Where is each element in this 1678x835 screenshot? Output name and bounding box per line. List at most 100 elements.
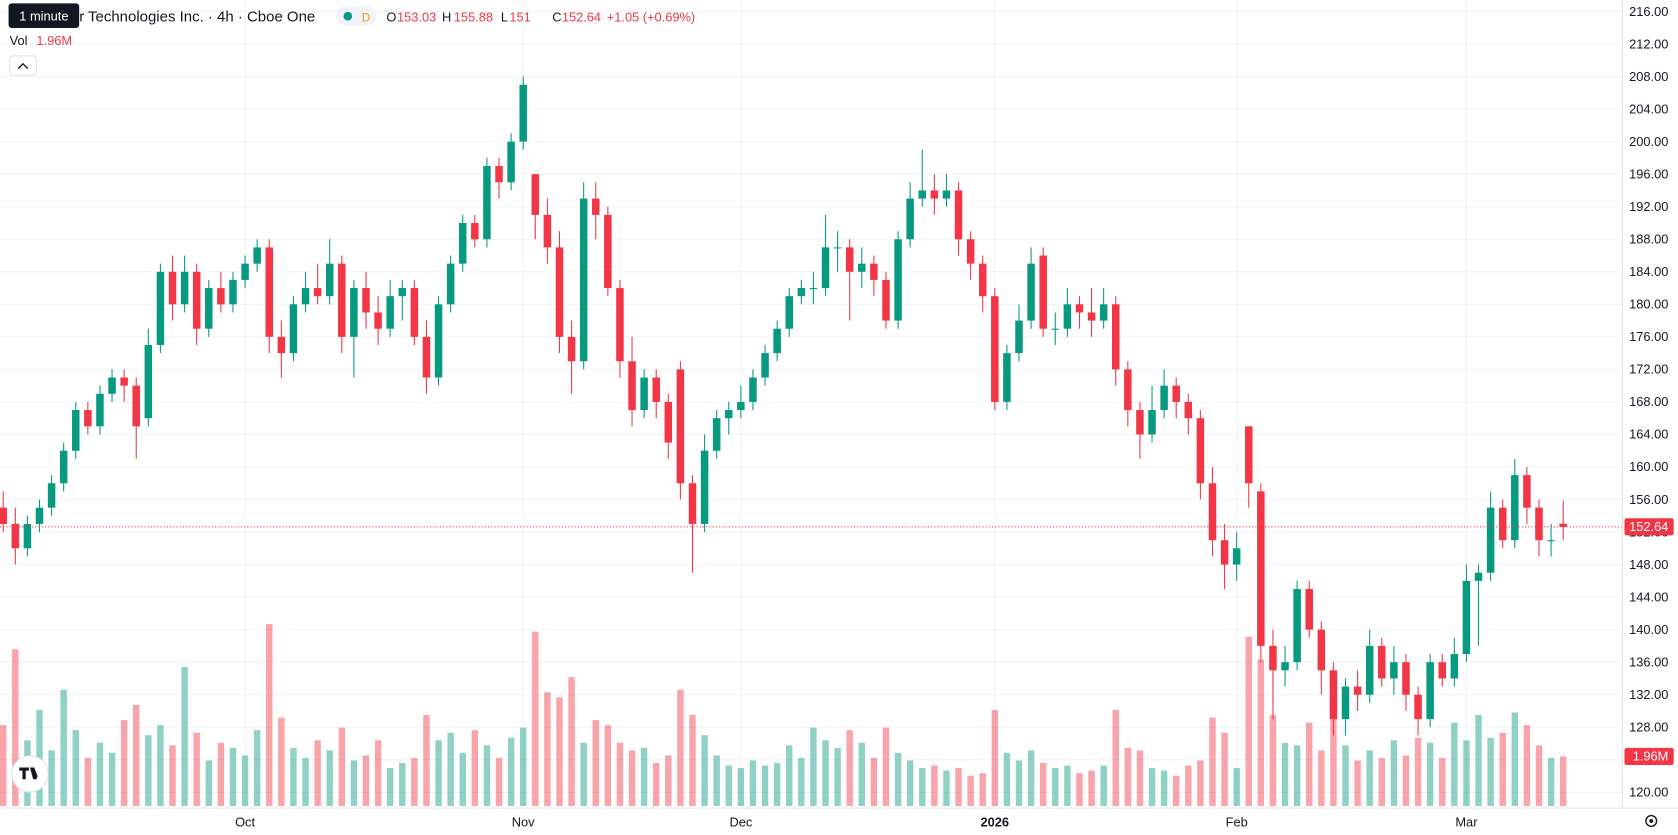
- volume-bar: [1414, 737, 1422, 806]
- candle-body: [495, 166, 503, 183]
- candle-body: [1160, 385, 1168, 411]
- volume-bar: [1535, 745, 1543, 806]
- volume-bar: [1330, 707, 1337, 806]
- logo[interactable]: [11, 755, 49, 793]
- candle-body: [96, 393, 104, 427]
- candle-body: [59, 450, 68, 484]
- volume-bar: [556, 697, 563, 806]
- volume-bar: [822, 740, 829, 806]
- volume-bar: [411, 757, 418, 806]
- candle-body: [156, 271, 165, 345]
- volume-bar: [169, 745, 176, 806]
- volume-bar: [72, 730, 79, 806]
- volume-bar: [157, 725, 164, 806]
- candle-body: [773, 328, 781, 354]
- y-tick-label: 144.00: [1629, 589, 1668, 604]
- candle-body: [120, 377, 128, 386]
- volume-bar: [326, 750, 333, 806]
- candle-body: [410, 288, 419, 337]
- candle-body: [712, 418, 721, 451]
- volume-bar: [931, 765, 938, 806]
- volume-bar: [1306, 722, 1313, 806]
- symbol-title[interactable]: r Technologies Inc. · 4h · Cboe One: [79, 9, 315, 26]
- candle-body: [954, 190, 963, 240]
- volume-bar: [1390, 740, 1398, 806]
- candle-body: [519, 84, 527, 142]
- candle-body: [1414, 694, 1422, 720]
- volume-bar: [1003, 752, 1011, 806]
- candle-body: [446, 263, 455, 305]
- candle-body: [1365, 645, 1374, 695]
- candle-body: [1172, 385, 1180, 402]
- candle-body: [531, 174, 540, 215]
- volume-bar: [713, 755, 720, 806]
- candle-body: [1075, 304, 1084, 313]
- y-tick-label: 188.00: [1629, 232, 1668, 247]
- x-tick-label: Oct: [235, 814, 255, 829]
- volume-bar: [1160, 770, 1168, 806]
- volume-bar: [1293, 745, 1301, 806]
- candle-body: [168, 271, 177, 305]
- settings-icon-dot: [1649, 819, 1654, 823]
- candle-body: [1450, 654, 1459, 679]
- candle-body: [604, 214, 612, 289]
- ohlc-label: H: [442, 10, 451, 25]
- volume-bar: [519, 727, 527, 806]
- volume-bar: [786, 745, 793, 806]
- volume-bar: [1354, 760, 1361, 806]
- candle-body: [325, 263, 334, 297]
- volume-label: Vol: [10, 33, 28, 48]
- volume-bar: [495, 757, 503, 806]
- volume-bar: [991, 709, 999, 806]
- candle-body: [362, 288, 370, 313]
- volume-bar: [374, 740, 382, 806]
- y-tick-label: 172.00: [1629, 362, 1668, 377]
- candle-body: [543, 214, 552, 248]
- volume-bar: [1547, 757, 1555, 806]
- candle-body: [1027, 263, 1035, 321]
- volume-bar: [1463, 740, 1470, 806]
- price-label: 152.64: [1629, 519, 1668, 534]
- status-badge[interactable]: [336, 6, 377, 26]
- candle-body: [144, 344, 153, 419]
- collapse-button[interactable]: [9, 55, 37, 76]
- y-tick-label: 120.00: [1629, 785, 1668, 800]
- candle-body: [180, 271, 189, 305]
- candle-body: [1378, 645, 1386, 679]
- candle-body: [11, 523, 20, 549]
- market-dot: [343, 11, 353, 21]
- candle-body: [313, 288, 322, 297]
- volume-bar: [0, 725, 7, 806]
- settings-icon[interactable]: [1645, 814, 1658, 827]
- candle-body: [942, 190, 951, 199]
- candle-body: [1184, 401, 1193, 419]
- ohlc-value: 155.88: [454, 10, 493, 25]
- volume-bar: [350, 760, 358, 806]
- y-tick-label: 212.00: [1629, 36, 1668, 51]
- candle-body: [616, 288, 624, 362]
- volume-bar: [290, 747, 297, 806]
- y-tick-label: 184.00: [1629, 264, 1668, 279]
- volume-bar: [193, 732, 200, 806]
- volume-bar: [1112, 709, 1119, 806]
- volume-bar: [773, 763, 781, 806]
- volume-bar: [1100, 765, 1107, 806]
- candle-body: [882, 279, 890, 321]
- candle-body: [338, 263, 346, 337]
- candle-body: [1281, 662, 1289, 671]
- candle-body: [1293, 588, 1301, 663]
- volume-bar: [798, 757, 805, 806]
- candle-body: [1353, 686, 1362, 695]
- volume-bar: [1233, 768, 1240, 806]
- candle-body: [737, 401, 745, 411]
- volume-bar: [1439, 757, 1446, 806]
- volume-bar: [701, 735, 708, 806]
- y-tick-label: 196.00: [1629, 166, 1668, 181]
- tooltip-text: 1 minute: [19, 8, 68, 23]
- volume-bar: [604, 725, 612, 806]
- volume-bar: [1378, 757, 1385, 806]
- candle-body: [797, 288, 806, 297]
- candle-body: [1535, 507, 1543, 541]
- volume-axis-label: 1.96M: [1633, 749, 1669, 764]
- candle-body: [507, 141, 515, 183]
